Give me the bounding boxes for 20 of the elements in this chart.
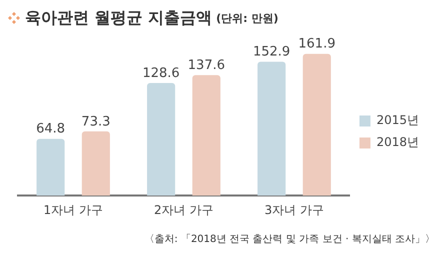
data-label: 64.8 xyxy=(36,122,66,137)
legend-label: 2018년 xyxy=(376,135,420,150)
x-tick-label: 3자녀 가구 xyxy=(264,202,324,217)
bar xyxy=(36,138,65,196)
x-tick-label: 2자녀 가구 xyxy=(154,202,214,217)
chart-title: 육아관련 월평균 지출금액 xyxy=(25,8,212,28)
bar xyxy=(192,75,220,196)
data-label: 73.3 xyxy=(81,114,110,130)
data-label: 137.6 xyxy=(188,58,225,73)
data-label: 152.9 xyxy=(252,44,290,60)
data-label: 161.9 xyxy=(298,36,336,52)
chart-subtitle: (단위: 만원) xyxy=(216,10,278,26)
bar xyxy=(147,83,176,196)
x-tick-label: 1자녀 가구 xyxy=(44,202,103,217)
legend-label: 2015년 xyxy=(376,113,420,128)
data-label: 128.6 xyxy=(142,66,180,81)
text: 〈출처: 「2018년 전국 출산력 및 가족 보건 · 복지실태 조사」〉 xyxy=(143,232,435,246)
bar xyxy=(258,62,286,196)
bar xyxy=(302,54,331,196)
bar xyxy=(82,131,110,196)
